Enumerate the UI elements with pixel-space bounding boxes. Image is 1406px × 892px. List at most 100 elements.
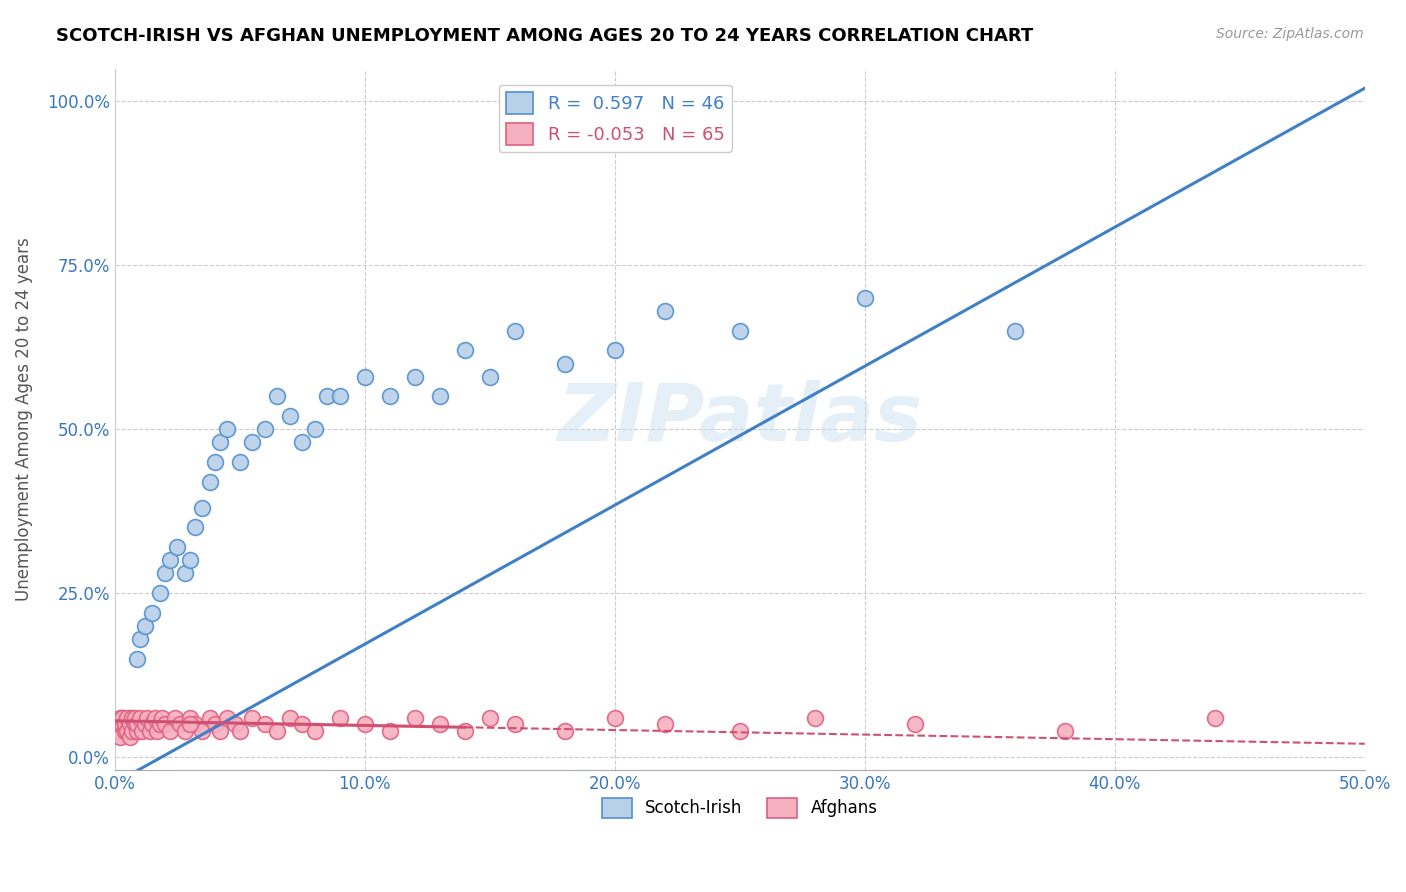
Point [198,475,221,489]
Point [124,710,146,724]
Point [173,566,195,581]
Point [654,717,676,731]
Point [117,723,139,738]
Point [804,710,827,724]
Point [304,422,326,436]
Point [124,717,146,731]
Point [329,389,352,403]
Point [208,723,231,738]
Point [240,710,263,724]
Point [554,357,576,371]
Text: Source: ZipAtlas.com: Source: ZipAtlas.com [1216,27,1364,41]
Y-axis label: Unemployment Among Ages 20 to 24 years: Unemployment Among Ages 20 to 24 years [15,237,32,601]
Point [127,651,149,665]
Point [329,710,352,724]
Point [478,369,501,384]
Point [191,500,214,515]
Point [204,455,226,469]
Point [141,717,163,731]
Point [217,710,239,724]
Point [105,723,128,738]
Point [166,540,188,554]
Point [478,710,501,724]
Point [153,717,176,731]
Point [503,717,526,731]
Point [1004,324,1026,338]
Point [404,369,426,384]
Point [429,389,451,403]
Point [121,710,143,724]
Point [316,389,339,403]
Point [149,586,172,600]
Point [153,566,176,581]
Point [173,723,195,738]
Point [191,723,214,738]
Point [229,723,252,738]
Point [229,455,252,469]
Point [111,710,134,724]
Point [136,710,159,724]
Point [114,717,136,731]
Point [108,730,131,744]
Point [654,304,676,318]
Point [169,717,191,731]
Point [117,710,139,724]
Point [124,723,146,738]
Point [378,723,401,738]
Point [141,606,163,620]
Point [378,389,401,403]
Point [253,717,276,731]
Point [198,710,221,724]
Point [159,723,181,738]
Point [217,422,239,436]
Point [121,717,143,731]
Point [603,710,626,724]
Point [108,723,131,738]
Point [111,710,134,724]
Point [904,717,927,731]
Point [503,324,526,338]
Point [304,723,326,738]
Point [143,710,166,724]
Point [111,717,134,731]
Point [208,435,231,450]
Legend: Scotch-Irish, Afghans: Scotch-Irish, Afghans [595,791,884,825]
Point [278,409,301,423]
Point [253,422,276,436]
Point [353,717,375,731]
Point [118,710,141,724]
Point [118,717,141,731]
Point [278,710,301,724]
Point [105,717,128,731]
Text: ZIPatlas: ZIPatlas [557,380,922,458]
Point [127,717,149,731]
Point [117,723,139,738]
Point [454,723,477,738]
Point [184,717,207,731]
Point [114,717,136,731]
Point [134,619,156,633]
Point [118,730,141,744]
Point [204,717,226,731]
Point [146,723,169,738]
Point [131,723,153,738]
Point [266,389,288,403]
Point [429,717,451,731]
Point [179,710,201,724]
Point [454,343,477,358]
Point [404,710,426,724]
Point [728,723,751,738]
Point [163,710,186,724]
Point [114,723,136,738]
Point [603,343,626,358]
Point [108,710,131,724]
Point [1053,723,1076,738]
Point [853,291,876,305]
Point [134,717,156,731]
Point [128,632,150,646]
Point [179,553,201,567]
Point [105,717,128,731]
Point [127,723,149,738]
Point [179,717,201,731]
Point [224,717,246,731]
